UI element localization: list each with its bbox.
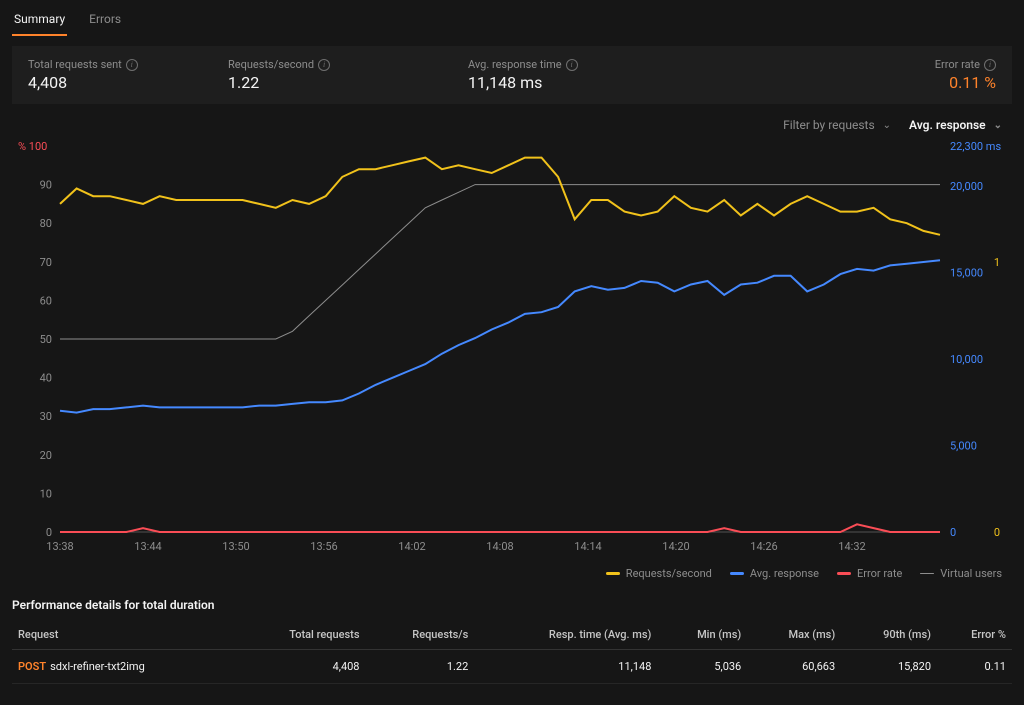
svg-text:14:20: 14:20 [662,540,689,553]
perf-col[interactable]: Error % [937,620,1012,650]
svg-text:0: 0 [950,526,956,539]
tab-errors[interactable]: Errors [87,8,123,36]
svg-text:15,000: 15,000 [950,266,983,279]
kpi-rps-label: Requests/second [228,58,314,71]
svg-text:20,000: 20,000 [950,180,983,193]
svg-text:60: 60 [40,294,52,307]
svg-text:14:02: 14:02 [398,540,425,553]
chevron-down-icon: ⌄ [994,120,1002,131]
svg-text:13:56: 13:56 [310,540,337,553]
kpi-total-label: Total requests sent [28,58,122,71]
kpi-bar: Total requests sent i 4,408 Requests/seco… [12,46,1012,104]
kpi-total-requests: Total requests sent i 4,408 [28,58,188,92]
tab-summary[interactable]: Summary [12,8,67,36]
swatch-vu [920,573,934,574]
svg-text:40: 40 [40,372,52,385]
svg-text:14:14: 14:14 [574,540,601,553]
legend-err: Error rate [837,567,902,580]
legend: Requests/second Avg. response Error rate… [0,561,1024,586]
perf-col[interactable]: Max (ms) [747,620,841,650]
svg-text:22,300 ms: 22,300 ms [950,140,1001,153]
perf-body: POSTsdxl-refiner-txt2img4,4081.2211,1485… [12,650,1012,684]
chevron-down-icon: ⌄ [883,120,891,131]
filter-label: Filter by requests [783,118,875,132]
kpi-rps-value: 1.22 [228,73,428,92]
perf-col[interactable]: Requests/s [366,620,475,650]
svg-text:90: 90 [40,179,52,192]
kpi-err-label: Error rate [935,58,980,71]
svg-text:30: 30 [40,410,52,423]
svg-text:13:38: 13:38 [46,540,73,553]
svg-text:10,000: 10,000 [950,353,983,366]
svg-text:50: 50 [40,333,52,346]
metric-dropdown[interactable]: Avg. response ⌄ [909,118,1002,132]
svg-text:13:50: 13:50 [222,540,249,553]
kpi-avg-label: Avg. response time [468,58,562,71]
metric-label: Avg. response [909,118,986,132]
swatch-rps [606,572,620,575]
info-icon[interactable]: i [318,59,330,71]
kpi-avg: Avg. response time i 11,148 ms [468,58,668,92]
svg-text:5,000: 5,000 [950,439,977,452]
legend-vu: Virtual users [920,567,1002,580]
legend-rps: Requests/second [606,567,712,580]
svg-text:14:08: 14:08 [486,540,513,553]
legend-avg: Avg. response [730,567,819,580]
svg-text:0: 0 [46,526,52,539]
info-icon[interactable]: i [566,59,578,71]
svg-text:% 100: % 100 [18,140,47,153]
svg-text:14:32: 14:32 [838,540,865,553]
kpi-total-value: 4,408 [28,73,188,92]
kpi-avg-value: 11,148 ms [468,73,668,92]
swatch-err [837,572,851,575]
svg-text:70: 70 [40,256,52,269]
svg-text:1: 1 [994,256,1000,269]
svg-text:20: 20 [40,449,52,462]
svg-text:80: 80 [40,217,52,230]
svg-text:13:44: 13:44 [134,540,161,553]
filter-dropdown[interactable]: Filter by requests ⌄ [783,118,891,132]
perf-title: Performance details for total duration [0,586,1024,620]
svg-text:0: 0 [994,526,1000,539]
perf-col[interactable]: Min (ms) [657,620,747,650]
perf-table: RequestTotal requestsRequests/sResp. tim… [12,620,1012,684]
perf-col[interactable]: Total requests [234,620,366,650]
kpi-rps: Requests/second i 1.22 [228,58,428,92]
svg-text:14:26: 14:26 [750,540,777,553]
tabs: Summary Errors [0,0,1024,36]
kpi-error-rate: Error rate i 0.11 % [935,58,996,92]
chart: 0102030405060708090% 10005,00010,00015,0… [12,138,1012,561]
kpi-err-value: 0.11 % [935,73,996,92]
perf-col[interactable]: 90th (ms) [841,620,937,650]
perf-col[interactable]: Resp. time (Avg. ms) [474,620,657,650]
chart-controls: Filter by requests ⌄ Avg. response ⌄ [0,114,1024,136]
swatch-avg [730,572,744,575]
info-icon[interactable]: i [984,59,996,71]
info-icon[interactable]: i [126,59,138,71]
table-row[interactable]: POSTsdxl-refiner-txt2img4,4081.2211,1485… [12,650,1012,684]
perf-col[interactable]: Request [12,620,234,650]
perf-head-row: RequestTotal requestsRequests/sResp. tim… [12,620,1012,650]
chart-svg: 0102030405060708090% 10005,00010,00015,0… [12,138,1012,558]
svg-text:10: 10 [40,487,52,500]
